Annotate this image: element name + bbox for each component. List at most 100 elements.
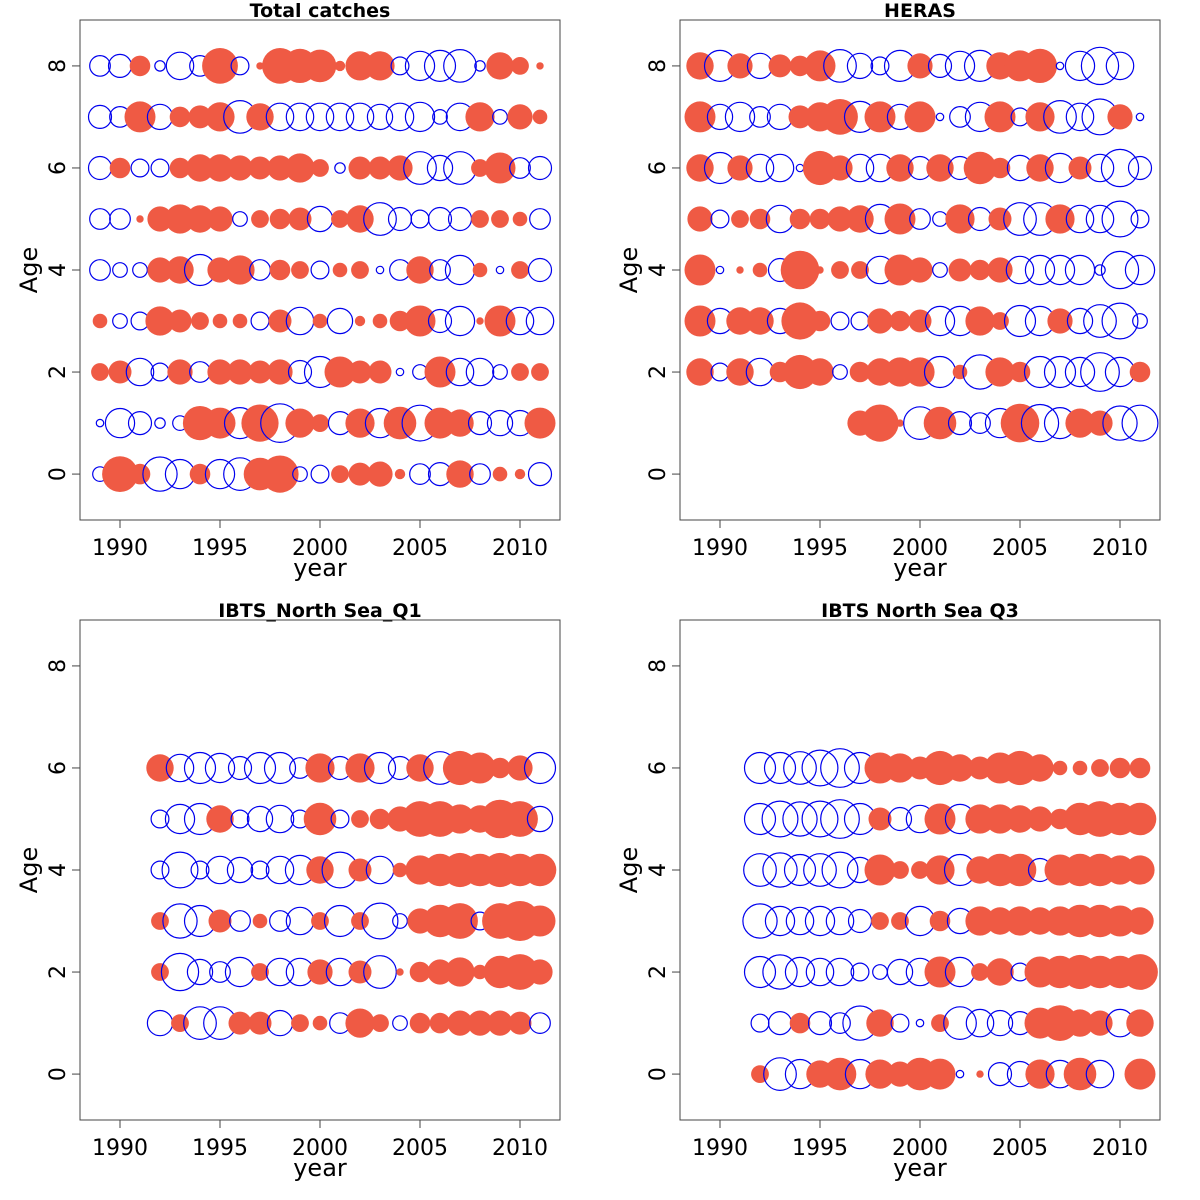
residual-bubble xyxy=(752,262,768,278)
residual-bubble xyxy=(736,266,744,274)
residual-bubble xyxy=(872,964,888,980)
panel-title: Total catches xyxy=(250,0,391,22)
x-axis-label: year xyxy=(893,1154,947,1182)
residual-bubble xyxy=(489,757,511,779)
residual-bubble xyxy=(1101,302,1139,340)
residual-bubble xyxy=(1024,254,1056,286)
x-tick-label: 2005 xyxy=(392,1136,448,1161)
residual-bubble xyxy=(265,804,295,834)
x-axis-label: year xyxy=(293,554,347,582)
residual-bubble xyxy=(989,157,1011,179)
residual-bubble xyxy=(423,49,457,83)
residual-bubble xyxy=(168,309,192,333)
residual-bubble xyxy=(265,957,295,987)
residual-bubble xyxy=(146,754,174,782)
residual-bubble xyxy=(392,862,408,878)
residual-bubble xyxy=(267,155,293,181)
residual-bubble xyxy=(165,753,195,783)
residual-bubble xyxy=(371,1014,389,1032)
residual-bubble xyxy=(687,206,713,232)
residual-bubble xyxy=(311,414,329,432)
panel-title: IBTS_North Sea_Q1 xyxy=(218,600,422,622)
residual-bubble xyxy=(392,913,408,929)
residual-bubble xyxy=(1087,410,1113,436)
residual-bubble xyxy=(985,357,1015,387)
residual-bubble xyxy=(189,463,211,485)
residual-bubble xyxy=(129,55,151,77)
y-tick-label: 2 xyxy=(46,365,71,379)
x-axis-label: year xyxy=(893,554,947,582)
residual-bubble xyxy=(91,363,109,381)
residual-bubble xyxy=(763,751,797,785)
residual-bubble xyxy=(465,102,495,132)
residual-bubble xyxy=(491,210,509,228)
residual-bubble xyxy=(186,205,214,233)
residual-bubble xyxy=(864,854,896,886)
residual-bubble xyxy=(965,804,995,834)
residual-bubble xyxy=(288,207,312,231)
residual-bubble xyxy=(804,50,836,82)
residual-bubble xyxy=(241,404,279,442)
residual-bubble xyxy=(751,1065,769,1083)
y-tick-label: 2 xyxy=(646,365,671,379)
residual-bubble xyxy=(445,804,475,834)
residual-bubble xyxy=(806,358,834,386)
residual-bubble xyxy=(891,912,909,930)
residual-bubble xyxy=(502,801,538,837)
residual-bubble xyxy=(789,208,811,230)
residual-bubble xyxy=(1044,254,1076,286)
residual-bubble xyxy=(965,1008,995,1038)
residual-bubble xyxy=(865,1059,895,1089)
residual-bubble xyxy=(427,959,453,985)
x-tick-label: 1990 xyxy=(692,1136,748,1161)
y-tick-label: 6 xyxy=(646,161,671,175)
residual-bubble xyxy=(1127,155,1153,181)
residual-bubble xyxy=(831,261,849,279)
residual-bubble xyxy=(330,809,350,829)
y-tick-label: 4 xyxy=(46,863,71,877)
residual-bubble xyxy=(334,60,346,72)
bubbles-total-catches xyxy=(87,48,556,493)
residual-bubble xyxy=(952,364,968,380)
residual-bubble xyxy=(743,751,777,785)
bubbles-ibts-q1 xyxy=(146,750,557,1040)
residual-bubble xyxy=(1132,313,1148,329)
x-tick-label: 2010 xyxy=(1092,1136,1148,1161)
residual-bubble xyxy=(160,952,200,992)
residual-bubble xyxy=(171,1014,189,1032)
residual-bubble xyxy=(870,56,890,76)
y-tick-label: 6 xyxy=(646,761,671,775)
residual-bubble xyxy=(265,855,295,885)
residual-bubble xyxy=(204,458,236,490)
residual-bubble xyxy=(375,265,385,275)
residual-bubble xyxy=(368,156,392,180)
x-tick-label: 2000 xyxy=(892,1136,948,1161)
residual-bubble xyxy=(367,461,393,487)
y-tick-label: 4 xyxy=(646,863,671,877)
residual-bubble xyxy=(129,463,151,485)
residual-bubble xyxy=(227,755,253,781)
residual-bubble xyxy=(1066,1009,1094,1037)
residual-bubble xyxy=(724,101,756,133)
residual-bubble xyxy=(351,912,369,930)
residual-bubble xyxy=(410,209,430,229)
residual-bubble xyxy=(227,155,253,181)
residual-bubble xyxy=(303,802,337,836)
x-tick-label: 1995 xyxy=(792,1136,848,1161)
residual-bubble xyxy=(269,208,291,230)
residual-bubble xyxy=(1105,51,1135,81)
residual-bubble xyxy=(104,407,136,439)
x-tick-label: 2000 xyxy=(892,536,948,561)
panel-title: IBTS North Sea Q3 xyxy=(821,600,1019,622)
residual-bubble xyxy=(1009,361,1031,383)
residual-bubble xyxy=(1083,304,1117,338)
residual-bubble xyxy=(684,305,716,337)
residual-bubble xyxy=(495,265,505,275)
residual-bubble xyxy=(125,357,155,387)
residual-bubble xyxy=(765,153,795,183)
residual-bubble xyxy=(323,904,357,938)
residual-bubble xyxy=(256,62,264,70)
residual-bubble xyxy=(112,313,128,329)
residual-bubble xyxy=(1063,1057,1097,1091)
